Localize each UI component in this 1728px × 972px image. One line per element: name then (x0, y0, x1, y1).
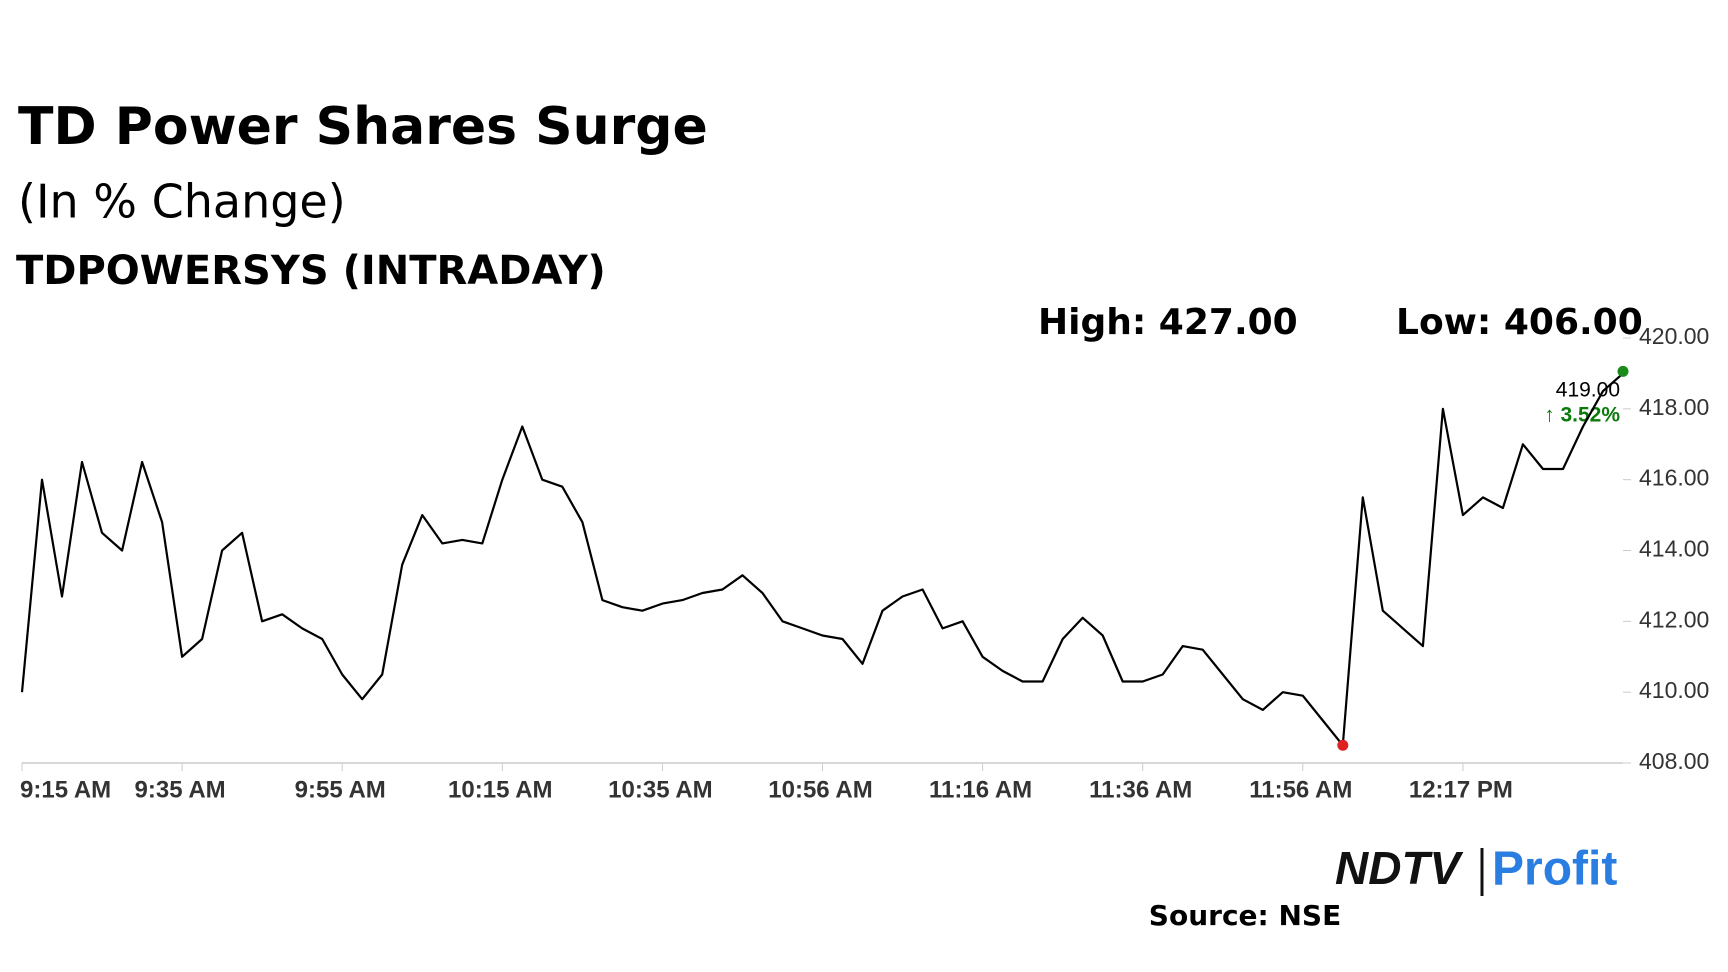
x-tick-label: 11:56 AM (1249, 776, 1352, 803)
y-tick-label: 416.00 (1639, 465, 1709, 491)
x-tick-label: 10:35 AM (608, 776, 712, 803)
x-tick-label: 12:17 PM (1409, 776, 1513, 803)
low-label: Low: 406.00 (1396, 302, 1643, 343)
ticker: TDPOWERSYS (INTRADAY) (16, 248, 606, 294)
brand-logo: NDTV (1335, 842, 1464, 894)
source: Source: NSE (1149, 899, 1341, 932)
low-marker (1337, 739, 1349, 751)
y-tick-label: 408.00 (1639, 748, 1709, 774)
x-tick-label: 9:15 AM (20, 776, 111, 803)
y-tick-label: 412.00 (1639, 606, 1709, 632)
x-tick-label: 9:35 AM (135, 776, 226, 803)
price-line (20, 372, 1624, 747)
chart-title: TD Power Shares Surge (18, 97, 708, 157)
last-marker (1617, 365, 1629, 377)
y-tick-label: 414.00 (1639, 536, 1709, 562)
y-tick-label: 420.00 (1639, 323, 1709, 349)
change-label: ↑ 3.52% (1544, 404, 1620, 427)
x-tick-label: 10:56 AM (768, 776, 872, 803)
y-tick-label: 410.00 (1639, 677, 1709, 703)
last-price-label: 419.00 (1556, 379, 1620, 402)
x-tick-label: 11:16 AM (929, 776, 1032, 803)
x-tick-label: 10:15 AM (448, 776, 552, 803)
y-tick-label: 418.00 (1639, 394, 1709, 420)
x-tick-label: 9:55 AM (295, 776, 386, 803)
high-label: High: 427.00 (1038, 302, 1298, 343)
x-tick-label: 11:36 AM (1089, 776, 1192, 803)
brand-product: Profit (1492, 843, 1617, 896)
chart-subtitle: (In % Change) (18, 175, 346, 229)
